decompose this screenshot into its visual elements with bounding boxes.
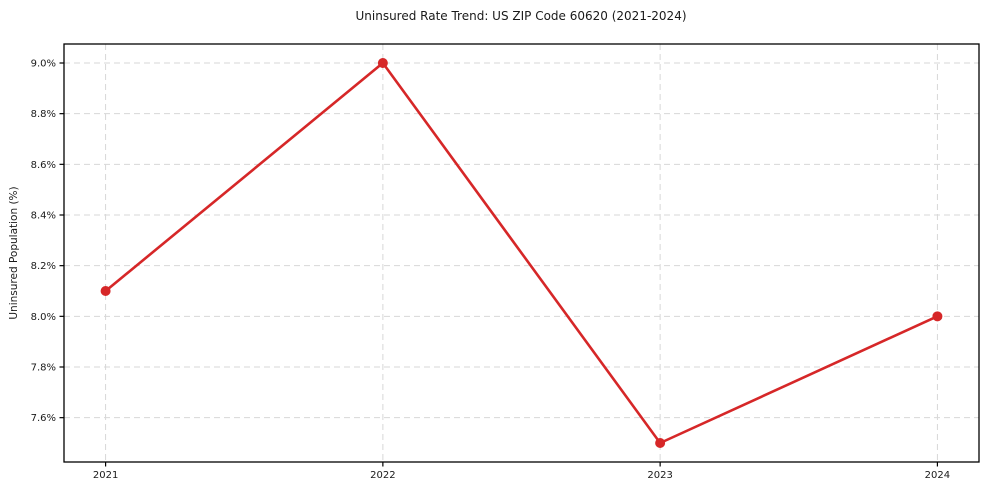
y-tick-label: 7.8% [31,363,56,374]
y-tick-label: 8.2% [31,261,56,272]
data-point-2023 [655,438,666,448]
y-tick-label: 8.8% [31,109,56,120]
line-series [104,61,939,445]
data-point-2022 [377,58,388,68]
x-tick-label: 2022 [370,470,395,481]
x-tick-label: 2023 [647,470,672,481]
y-tick-label: 8.4% [31,211,56,222]
x-tick-label: 2024 [925,470,950,481]
chart-title: Uninsured Rate Trend: US ZIP Code 60620 … [355,9,687,23]
y-tick-label: 9.0% [31,59,56,70]
data-point-2024 [932,311,943,322]
y-tick-label: 7.6% [31,413,56,424]
y-tick-label: 8.0% [31,312,56,323]
x-tick-label: 2021 [93,470,118,481]
y-tick-label: 8.6% [31,160,56,171]
plot-border [63,43,980,463]
data-point-2021 [100,286,111,296]
